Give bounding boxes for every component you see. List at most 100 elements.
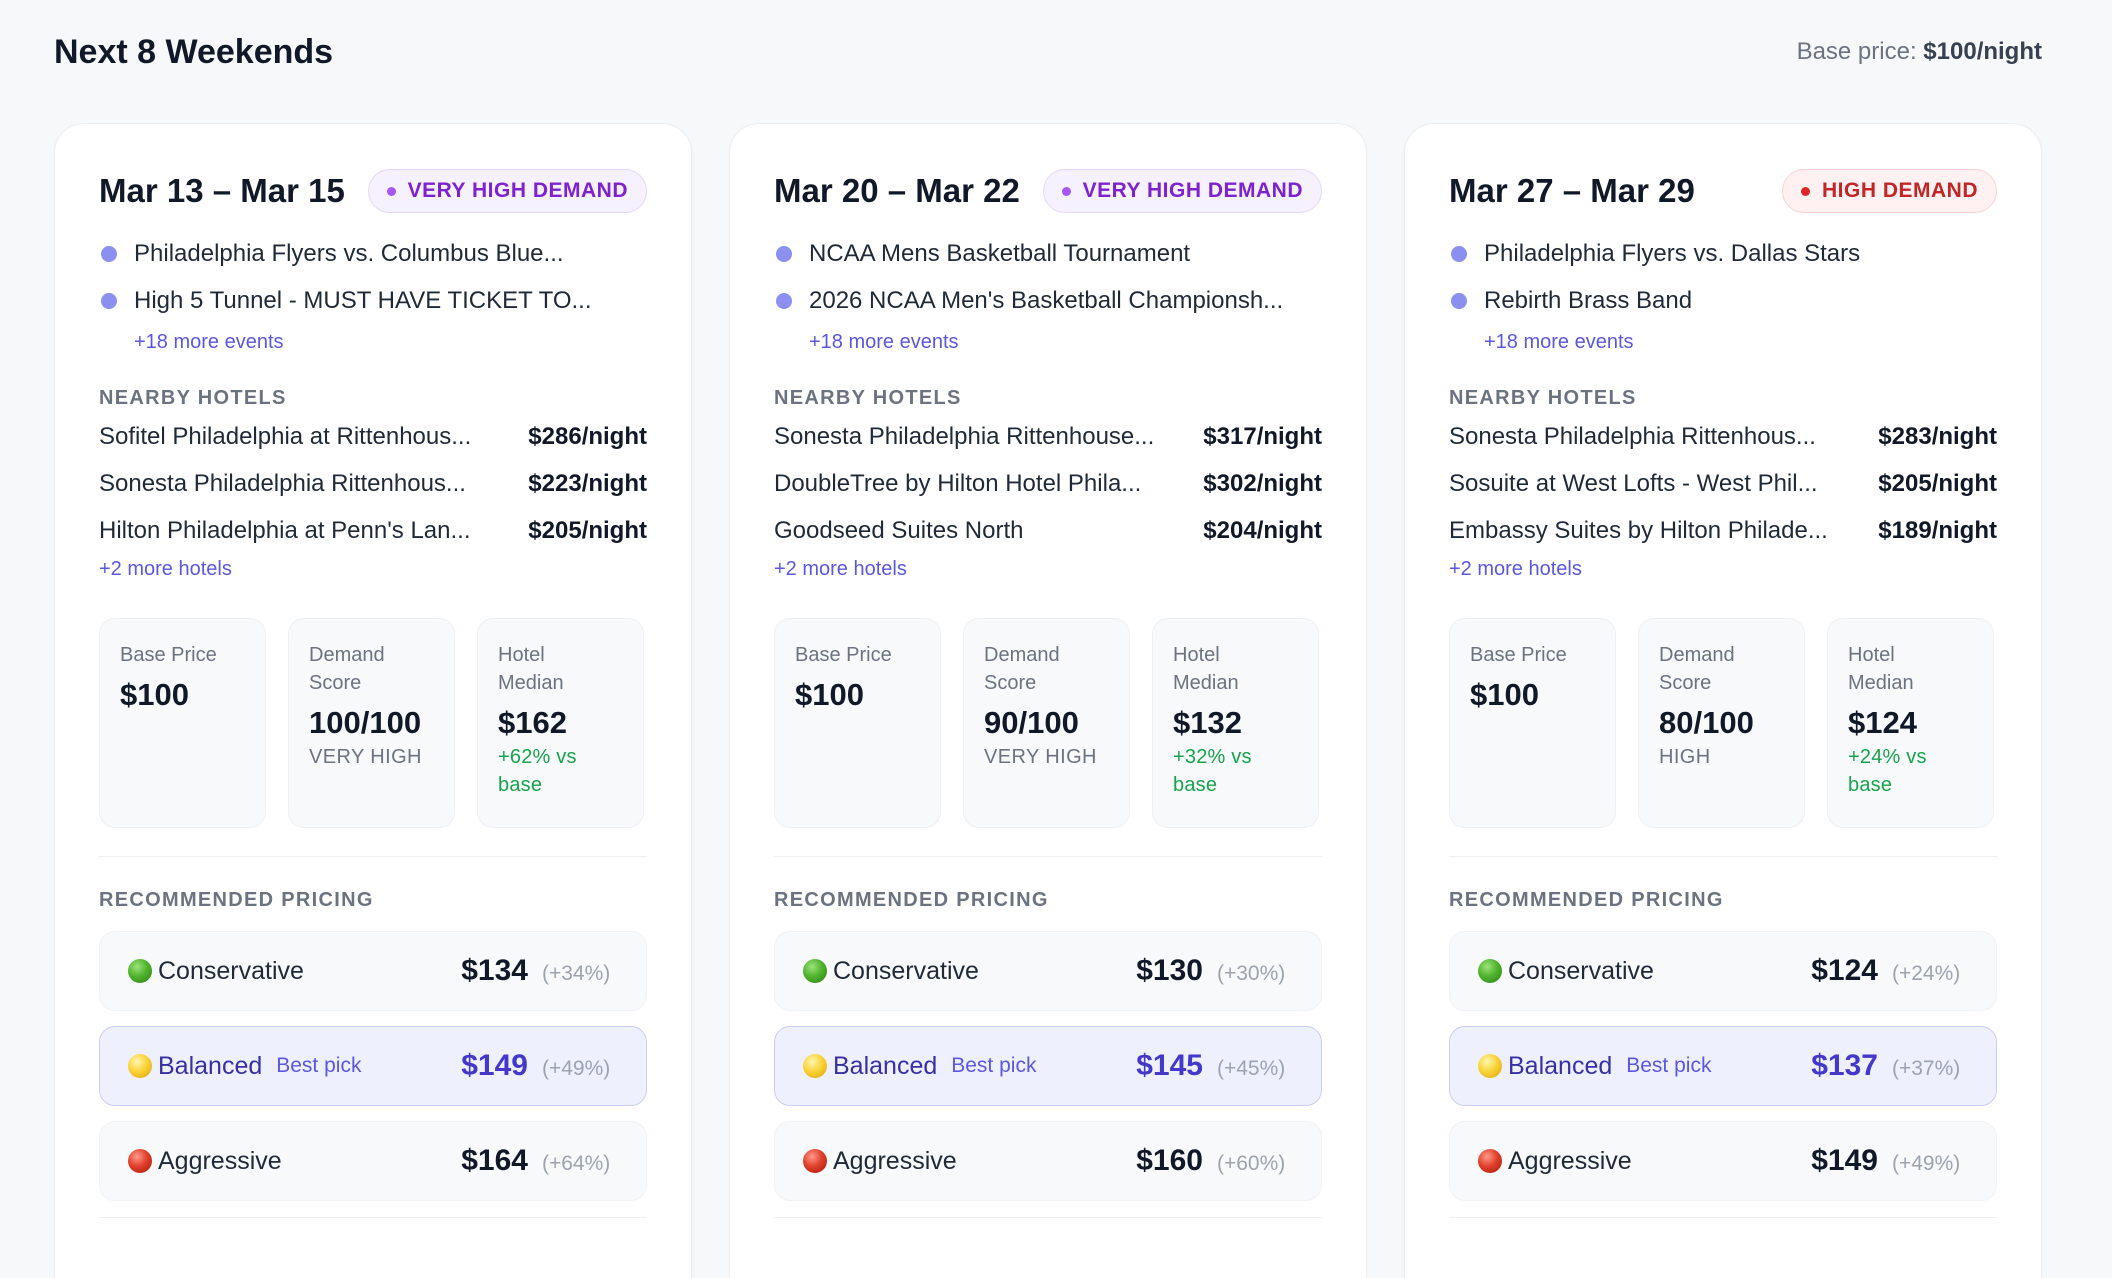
event-dot-icon xyxy=(776,245,792,262)
event-list: Philadelphia Flyers vs. Dallas Stars Reb… xyxy=(1449,230,1997,357)
nearby-hotels-heading: NEARBY HOTELS xyxy=(99,387,287,409)
pricing-option-balanced[interactable]: Balanced Best pick $145 (+45%) xyxy=(774,1026,1322,1106)
more-events-link[interactable]: +18 more events xyxy=(809,331,959,353)
event-dot-icon xyxy=(1451,245,1467,262)
hotel-row: Embassy Suites by Hilton Philade... $189… xyxy=(1449,507,1997,554)
event-item: Rebirth Brass Band xyxy=(1449,277,1997,324)
hotel-price: $286/night xyxy=(528,422,647,450)
option-name: Conservative xyxy=(833,956,979,985)
option-name: Conservative xyxy=(158,956,304,985)
metrics-row: Base Price $100 Demand Score 90/100 VERY … xyxy=(774,618,1322,828)
demand-level: VERY HIGH xyxy=(309,746,422,768)
hotel-row: Sonesta Philadelphia Rittenhous... $283/… xyxy=(1449,413,1997,460)
option-price: $164 xyxy=(461,1144,528,1177)
demand-level: HIGH xyxy=(1659,746,1711,768)
metric-value: $132 xyxy=(1173,705,1242,740)
hotel-median-metric: Hotel Median $132 +32% vs base xyxy=(1152,618,1319,828)
metric-label: Base Price xyxy=(120,644,217,666)
divider xyxy=(774,856,1322,857)
option-price: $149 xyxy=(1811,1144,1878,1177)
more-events-link[interactable]: +18 more events xyxy=(1484,331,1634,353)
hotel-row: DoubleTree by Hilton Hotel Phila... $302… xyxy=(774,460,1322,507)
hotel-median-metric: Hotel Median $124 +24% vs base xyxy=(1827,618,1994,828)
metric-label: Base Price xyxy=(1470,644,1567,666)
metric-label: Demand Score xyxy=(309,644,385,694)
green-circle-icon xyxy=(128,959,152,983)
pricing-option-balanced[interactable]: Balanced Best pick $149 (+49%) xyxy=(99,1026,647,1106)
hotel-list: Sofitel Philadelphia at Rittenhous... $2… xyxy=(99,413,647,584)
metric-value: $100 xyxy=(795,677,864,712)
pricing-option-aggressive[interactable]: Aggressive $160 (+60%) xyxy=(774,1121,1322,1201)
event-title: NCAA Mens Basketball Tournament xyxy=(809,239,1191,267)
event-dot-icon xyxy=(776,292,792,309)
yellow-circle-icon xyxy=(128,1054,152,1078)
option-name: Aggressive xyxy=(158,1146,282,1175)
option-price: $124 xyxy=(1811,954,1878,987)
demand-score-metric: Demand Score 80/100 HIGH xyxy=(1638,618,1805,828)
option-percent: (+34%) xyxy=(542,962,611,985)
hotel-price: $205/night xyxy=(528,516,647,544)
red-circle-icon xyxy=(1478,1149,1502,1173)
hotel-price: $283/night xyxy=(1878,422,1997,450)
pricing-option-balanced[interactable]: Balanced Best pick $137 (+37%) xyxy=(1449,1026,1997,1106)
hotel-row: Hilton Philadelphia at Penn's Lan... $20… xyxy=(99,507,647,554)
hotel-price: $205/night xyxy=(1878,469,1997,497)
demand-score-metric: Demand Score 90/100 VERY HIGH xyxy=(963,618,1130,828)
option-percent: (+49%) xyxy=(542,1057,611,1080)
hotel-name: Sosuite at West Lofts - West Phil... xyxy=(1449,469,1818,497)
nearby-hotels-heading: NEARBY HOTELS xyxy=(774,387,962,409)
metric-label: Demand Score xyxy=(1659,644,1735,694)
hotel-name: Sonesta Philadelphia Rittenhouse... xyxy=(774,422,1155,450)
pricing-option-conservative[interactable]: Conservative $134 (+34%) xyxy=(99,931,647,1011)
more-hotels-link[interactable]: +2 more hotels xyxy=(1449,558,1582,580)
card-header: Mar 13 – Mar 15 VERY HIGH DEMAND xyxy=(99,168,647,214)
option-name: Balanced xyxy=(1508,1051,1613,1080)
hotel-price: $223/night xyxy=(528,469,647,497)
option-price: $145 xyxy=(1136,1049,1203,1082)
pricing-options: Conservative $130 (+30%) Balanced Best p… xyxy=(774,931,1322,1201)
best-pick-tag: Best pick xyxy=(951,1054,1037,1077)
option-percent: (+24%) xyxy=(1892,962,1961,985)
event-item: NCAA Mens Basketball Tournament xyxy=(774,230,1322,277)
option-price: $130 xyxy=(1136,954,1203,987)
metric-value: $100 xyxy=(1470,677,1539,712)
pricing-option-conservative[interactable]: Conservative $124 (+24%) xyxy=(1449,931,1997,1011)
more-events-link[interactable]: +18 more events xyxy=(134,331,284,353)
demand-badge: HIGH DEMAND xyxy=(1782,169,1997,213)
best-pick-tag: Best pick xyxy=(1626,1054,1712,1077)
hotel-row: Sofitel Philadelphia at Rittenhous... $2… xyxy=(99,413,647,460)
metric-label: Hotel Median xyxy=(498,644,564,694)
event-list: Philadelphia Flyers vs. Columbus Blue...… xyxy=(99,230,647,357)
pricing-options: Conservative $124 (+24%) Balanced Best p… xyxy=(1449,931,1997,1201)
pricing-option-conservative[interactable]: Conservative $130 (+30%) xyxy=(774,931,1322,1011)
pricing-option-aggressive[interactable]: Aggressive $149 (+49%) xyxy=(1449,1121,1997,1201)
pricing-option-aggressive[interactable]: Aggressive $164 (+64%) xyxy=(99,1121,647,1201)
recommended-pricing-heading: RECOMMENDED PRICING xyxy=(1449,889,1724,911)
divider xyxy=(1449,1217,1997,1218)
vs-base-delta: +24% vs base xyxy=(1848,746,1927,796)
hotel-name: Sonesta Philadelphia Rittenhous... xyxy=(1449,422,1816,450)
metric-value: $162 xyxy=(498,705,567,740)
demand-badge: VERY HIGH DEMAND xyxy=(1042,169,1322,213)
badge-dot-icon xyxy=(1061,186,1071,196)
demand-score-metric: Demand Score 100/100 VERY HIGH xyxy=(288,618,455,828)
demand-badge-label: VERY HIGH DEMAND xyxy=(1082,179,1303,202)
hotel-name: Hilton Philadelphia at Penn's Lan... xyxy=(99,516,471,544)
metric-value: 80/100 xyxy=(1659,705,1754,740)
event-title: Philadelphia Flyers vs. Columbus Blue... xyxy=(134,239,564,267)
hotel-row: Sonesta Philadelphia Rittenhous... $223/… xyxy=(99,460,647,507)
hotel-name: Goodseed Suites North xyxy=(774,516,1024,544)
yellow-circle-icon xyxy=(1478,1054,1502,1078)
demand-badge-label: HIGH DEMAND xyxy=(1822,179,1978,202)
more-hotels-link[interactable]: +2 more hotels xyxy=(99,558,232,580)
hotel-name: Sonesta Philadelphia Rittenhous... xyxy=(99,469,466,497)
base-price-metric: Base Price $100 xyxy=(99,618,266,828)
yellow-circle-icon xyxy=(803,1054,827,1078)
metric-label: Base Price xyxy=(795,644,892,666)
more-hotels-link[interactable]: +2 more hotels xyxy=(774,558,907,580)
hotel-name: DoubleTree by Hilton Hotel Phila... xyxy=(774,469,1142,497)
base-price-value: $100/night xyxy=(1923,38,2042,65)
divider xyxy=(99,1217,647,1218)
hotel-price: $189/night xyxy=(1878,516,1997,544)
nearby-hotels-heading: NEARBY HOTELS xyxy=(1449,387,1637,409)
